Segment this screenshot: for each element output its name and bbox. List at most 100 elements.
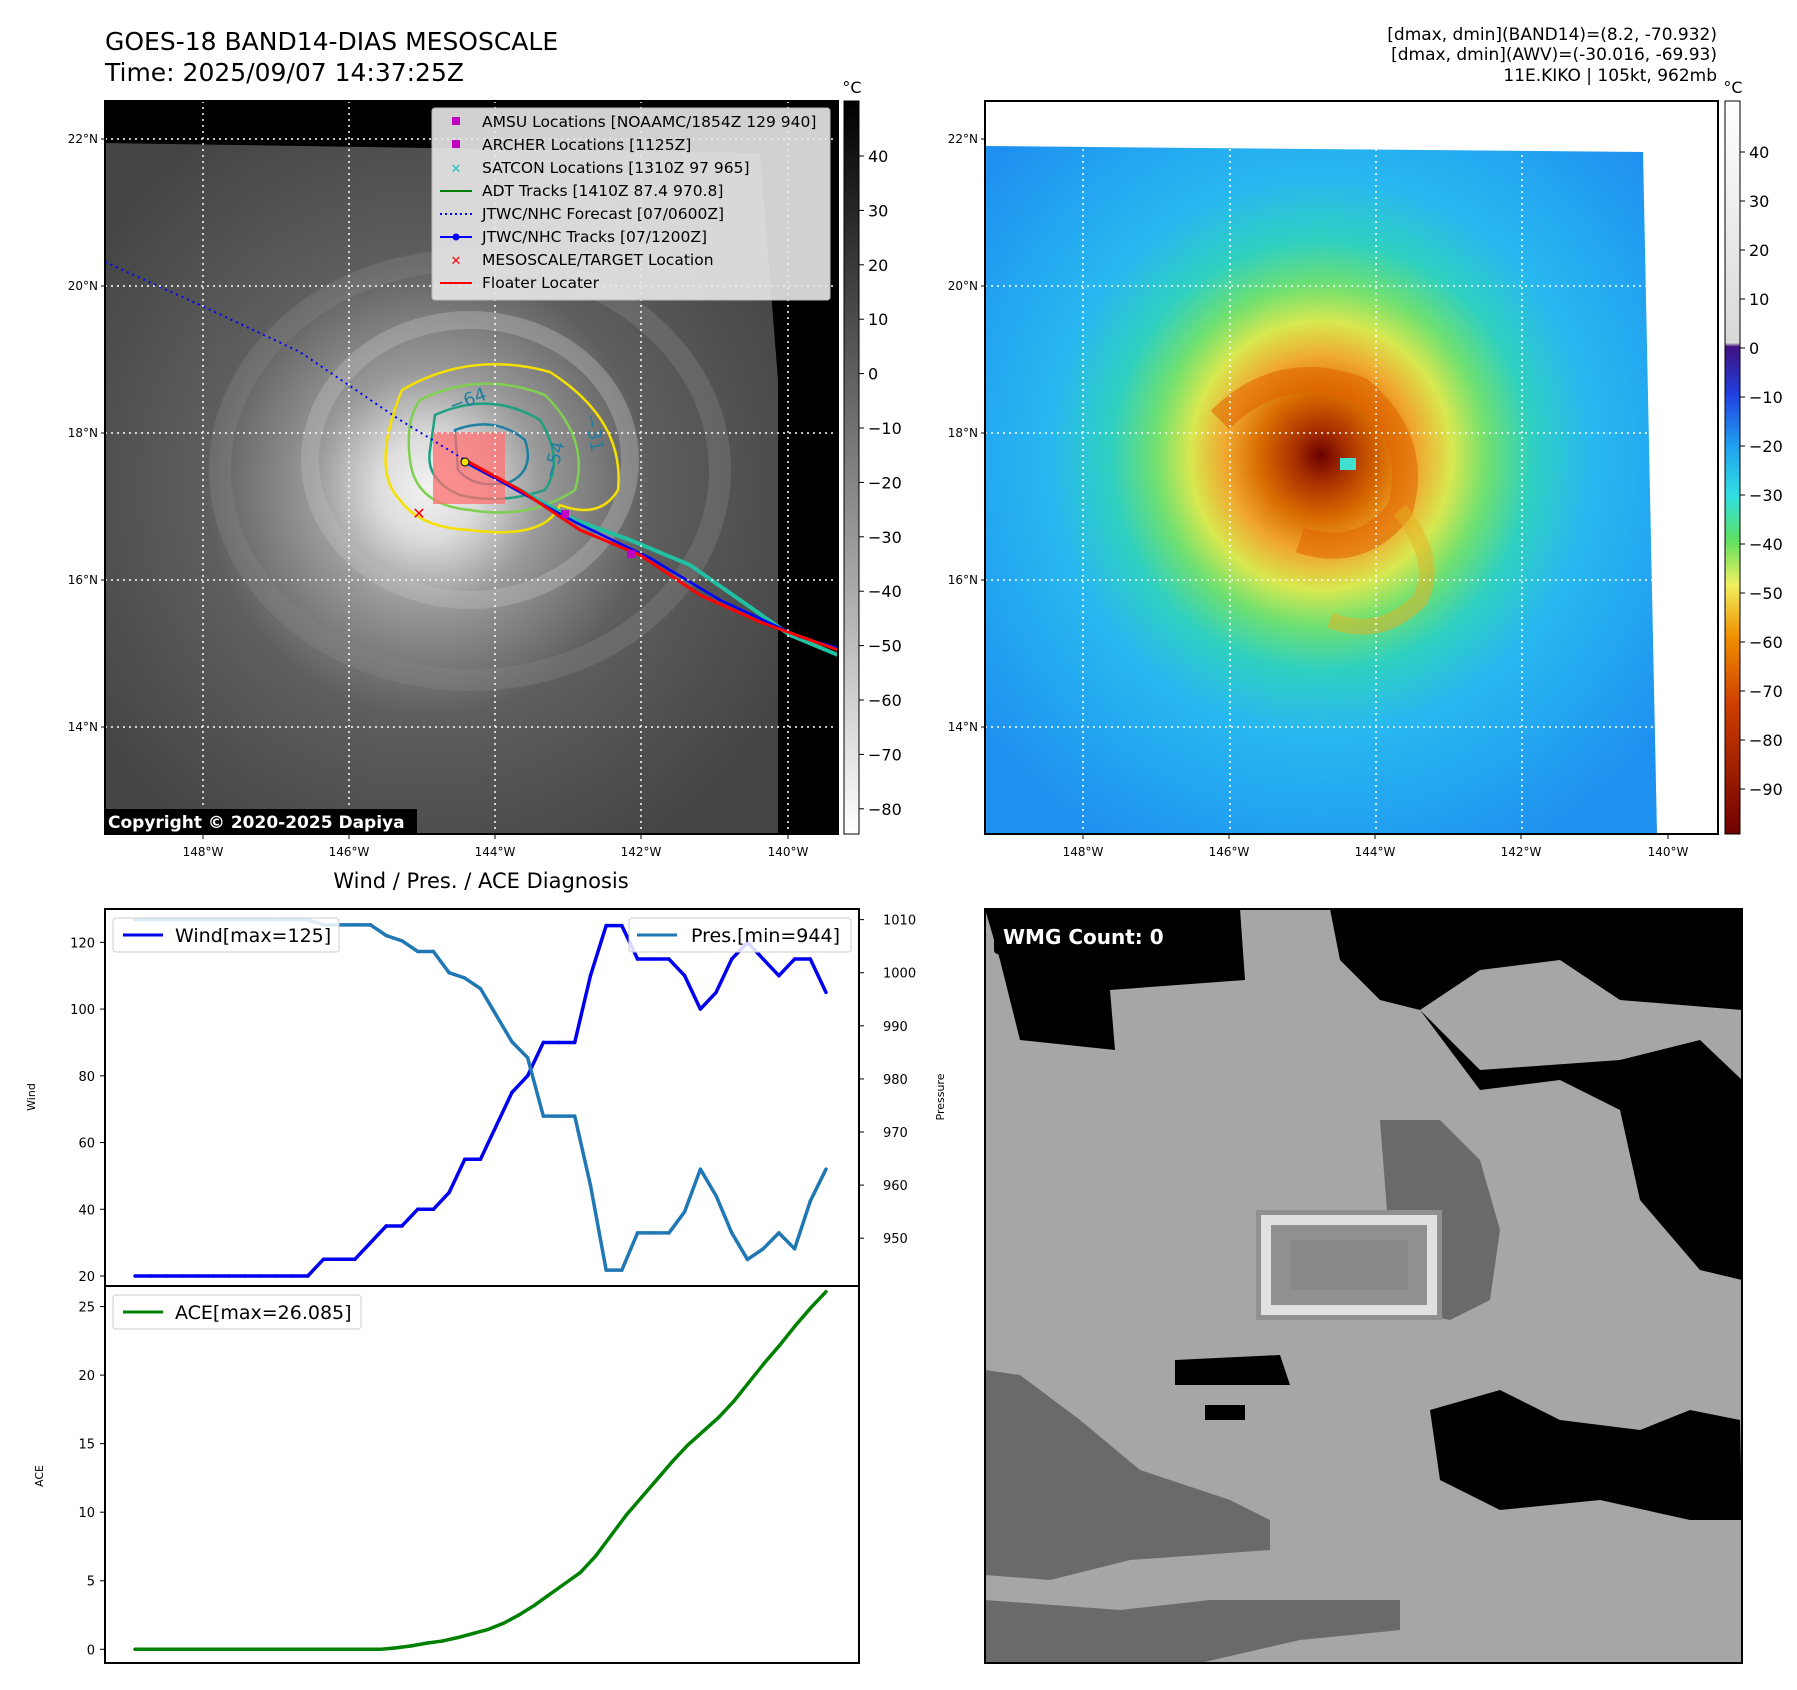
colorbar-tick-label: 30 [1749,192,1769,211]
awv-colorbar [1724,100,1741,835]
wind-segment [306,1257,326,1278]
pressure-segment [730,1231,750,1262]
ace-segment [578,1554,598,1575]
colorbar-tick-label: −60 [868,691,902,710]
pressure-segment [400,939,420,954]
awv-colorbar-unit: °C [1723,78,1742,97]
y-tick-label: 0 [87,1643,95,1658]
pressure-segment [447,970,467,980]
pressure-legend: Pres.[min=944] [628,917,852,953]
colorbar-tick-label: 40 [1749,143,1769,162]
info-storm: 11E.KIKO | 105kt, 962mb [1503,66,1717,86]
ace-segment [501,1613,521,1625]
lat-tick-label: 18°N [68,426,98,440]
pressure-segment [588,1183,608,1272]
wind-axis-label: Wind [25,1083,38,1111]
wmg-panel: WMG Count: 0 [984,908,1743,1664]
lat-tick-label: 18°N [948,426,978,440]
legend-entry: ADT Tracks [1410Z 87.4 970.8] [482,182,723,200]
colorbar-tick-label: −70 [1749,682,1783,701]
mesoscale-marker: ✕ [412,504,425,523]
lat-tick-label: 22°N [948,132,978,146]
ace-segment [639,1477,659,1499]
legend-mesoscale-marker: ✕ [451,254,462,269]
ace-segment [455,1631,475,1640]
lat-tick-label: 14°N [68,720,98,734]
pressure-segment [667,1209,687,1235]
pressure-segment [384,933,404,943]
legend-entry: JTWC/NHC Tracks [07/1200Z] [481,228,707,246]
y-tick-label: 15 [78,1438,95,1453]
info-awv: [dmax, dmin](AWV)=(-30.016, -69.93) [1391,45,1717,65]
y-right-tick-label: 1010 [883,914,916,929]
y-right-tick-label: 970 [883,1126,908,1141]
colorbar-tick-label: 0 [1749,339,1759,358]
colorbar-tick-label: −60 [1749,633,1783,652]
ace-segment [732,1380,751,1403]
lat-tick-label: 20°N [68,279,98,293]
y-tick-label: 20 [78,1270,95,1285]
legend-archer-marker [452,140,460,148]
wind-segment [682,973,703,1011]
wind-segment [714,957,734,995]
y-right-tick-label: 1000 [883,967,916,982]
pressure-segment [525,1055,546,1118]
ace-segment [440,1635,460,1643]
y-right-tick-label: 980 [883,1073,908,1088]
y-tick-label: 120 [70,936,95,951]
pressure-segment [682,1167,703,1214]
pressure-segment [808,1167,828,1203]
ir-satellite-panel: ✕ −64 −54 −31 Copyright © 2020-2025 Dapi… [104,78,902,835]
figure-title: GOES-18 BAND14-DIAS MESOSCALE [105,27,558,56]
awv-eye [1340,458,1356,470]
colorbar-tick-label: 20 [868,256,888,275]
jtwc-forecast-line [105,261,466,461]
lat-tick-label: 16°N [68,573,98,587]
lat-tick-label: 14°N [948,720,978,734]
wind-legend: Wind[max=125] [112,917,340,953]
pressure-segment [463,976,483,991]
legend-satcon-marker: ✕ [451,162,462,177]
ir-colorbar-unit: °C [842,78,861,97]
lon-tick-label: 144°W [1355,845,1396,859]
y-right-tick-label: 960 [883,1179,908,1194]
colorbar-tick-label: −70 [868,745,902,764]
pressure-segment [777,1231,797,1251]
legend-entry: JTWC/NHC Forecast [07/0600Z] [481,205,724,223]
colorbar-tick-label: −10 [868,419,902,438]
wind-segment [400,1207,420,1228]
info-band14: [dmax, dmin](BAND14)=(8.2, -70.932) [1387,25,1717,45]
wind-segment [588,923,608,978]
lat-tick-label: 16°N [948,573,978,587]
colorbar-tick-label: −80 [1749,731,1783,750]
lon-tick-label: 144°W [475,845,516,859]
legend-entry: SATCON Locations [1310Z 97 965] [482,159,750,177]
ace-segment [593,1533,613,1558]
legend-entry: MESOSCALE/TARGET Location [482,251,714,269]
ace-segment [808,1289,828,1310]
y-tick-label: 5 [87,1575,95,1590]
floater-track-line [464,458,838,652]
ace-segment [670,1443,690,1464]
lon-tick-label: 148°W [183,845,224,859]
wmg-label: WMG Count: 0 [1003,925,1164,949]
ace-segment [762,1343,782,1365]
ace-segment [394,1644,414,1650]
pressure-segment [698,1167,718,1198]
colorbar-tick-label: −50 [868,637,902,656]
wind-pressure-chart: Wind Pressure 20 40 60 80 100 120 950 960 970 98… [25,908,947,1287]
ace-segment [378,1646,398,1652]
lon-tick-label: 140°W [768,845,809,859]
wind-segment [494,1090,514,1128]
ace-segment [655,1459,675,1482]
colorbar-tick-label: −90 [1749,780,1783,799]
archer-marker [627,550,635,558]
pressure-segment [431,949,451,975]
ace-segment [471,1627,490,1636]
y-right-tick-label: 990 [883,1020,908,1035]
pressure-segment [714,1193,734,1235]
ace-chart: ACE 0 5 10 15 20 25 ACE[max=26.085] [33,1285,860,1664]
colorbar-tick-label: −10 [1749,388,1783,407]
y-tick-label: 25 [78,1301,95,1316]
